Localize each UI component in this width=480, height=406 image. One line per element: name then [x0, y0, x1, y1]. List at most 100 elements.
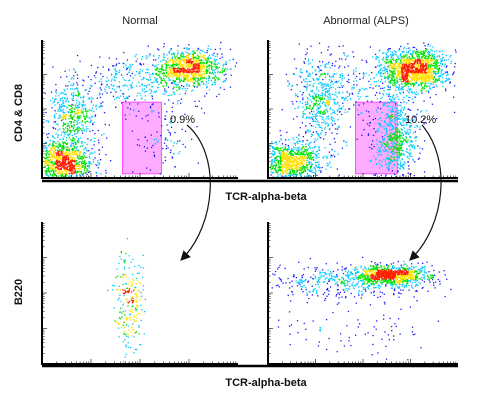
event-dot: [380, 147, 382, 149]
event-dot: [331, 62, 334, 65]
event-dot: [315, 154, 317, 156]
event-dot: [373, 77, 375, 79]
event-dot: [414, 161, 416, 163]
event-dot: [63, 123, 65, 126]
event-dot: [328, 90, 330, 92]
event-dot: [124, 84, 126, 86]
event-dot: [317, 153, 320, 155]
event-dot: [123, 98, 125, 100]
event-dot: [390, 136, 392, 139]
event-dot: [156, 68, 158, 70]
event-dot: [398, 154, 400, 156]
event-dot: [395, 60, 397, 62]
event-dot: [402, 167, 404, 169]
event-dot: [76, 54, 79, 57]
event-dot: [316, 93, 318, 95]
event-dot: [168, 52, 170, 54]
event-dot: [414, 147, 416, 149]
event-dot: [400, 54, 402, 56]
event-dot: [309, 112, 311, 114]
event-dot: [398, 48, 401, 50]
event-dot: [402, 150, 404, 152]
event-dot: [191, 57, 193, 59]
event-dot: [412, 85, 415, 88]
event-dot: [316, 86, 318, 88]
event-dot: [187, 70, 189, 72]
event-dot: [390, 111, 392, 113]
event-dot: [385, 117, 387, 119]
event-dot: [445, 88, 447, 90]
event-dot: [137, 92, 139, 94]
event-dot: [193, 69, 195, 71]
event-dot: [156, 48, 159, 50]
event-dot: [162, 93, 164, 95]
event-dot: [416, 53, 418, 55]
event-dot: [73, 172, 75, 174]
event-dot: [131, 64, 134, 66]
event-dot: [347, 65, 349, 67]
event-dot: [280, 149, 282, 151]
event-dot: [454, 49, 457, 51]
event-dot: [397, 124, 400, 126]
event-dot: [347, 95, 349, 98]
event-dot: [392, 133, 394, 135]
event-dot: [299, 149, 301, 151]
event-dot: [68, 150, 70, 152]
event-dot: [301, 167, 304, 169]
event-dot: [47, 163, 50, 166]
event-dot: [91, 107, 94, 109]
event-dot: [311, 97, 313, 99]
event-dot: [80, 115, 82, 117]
event-dot: [295, 173, 297, 175]
event-dot: [62, 166, 64, 168]
event-dot: [301, 166, 303, 168]
event-dot: [322, 83, 324, 85]
event-dot: [283, 149, 285, 151]
event-dot: [188, 53, 190, 55]
event-dot: [312, 131, 315, 133]
event-dot: [440, 58, 442, 60]
event-dot: [394, 128, 397, 130]
event-dot: [64, 168, 66, 170]
event-dot: [408, 57, 410, 59]
event-dot: [83, 95, 85, 97]
event-dot: [73, 161, 76, 163]
event-dot: [327, 63, 329, 65]
event-dot: [303, 79, 305, 81]
event-dot: [394, 116, 396, 118]
event-dot: [159, 75, 161, 78]
event-dot: [192, 73, 195, 75]
event-dot: [387, 158, 389, 161]
event-dot: [170, 149, 172, 151]
event-dot: [379, 73, 381, 75]
event-dot: [386, 133, 388, 135]
event-dot: [67, 158, 70, 161]
event-dot: [77, 116, 79, 119]
event-dot: [75, 99, 78, 102]
event-dot: [191, 54, 194, 57]
event-dot: [62, 102, 64, 105]
event-dot: [66, 98, 68, 100]
event-dot: [411, 82, 413, 85]
event-dot: [71, 157, 73, 159]
event-dot: [192, 53, 195, 55]
event-dot: [333, 93, 335, 96]
event-dot: [191, 73, 193, 75]
event-dot: [437, 71, 439, 73]
event-dot: [114, 76, 116, 79]
event-dot: [175, 64, 177, 66]
event-dot: [433, 76, 436, 78]
event-dot: [44, 162, 46, 164]
event-dot: [159, 173, 162, 175]
event-dot: [65, 146, 67, 148]
event-dot: [68, 168, 70, 171]
event-dot: [306, 87, 308, 89]
event-dot: [322, 111, 324, 113]
event-dot: [331, 132, 333, 134]
event-dot: [312, 84, 314, 87]
event-dot: [288, 83, 291, 86]
event-dot: [299, 167, 301, 169]
event-dot: [78, 92, 80, 94]
event-dot: [180, 60, 182, 62]
event-dot: [180, 79, 182, 81]
